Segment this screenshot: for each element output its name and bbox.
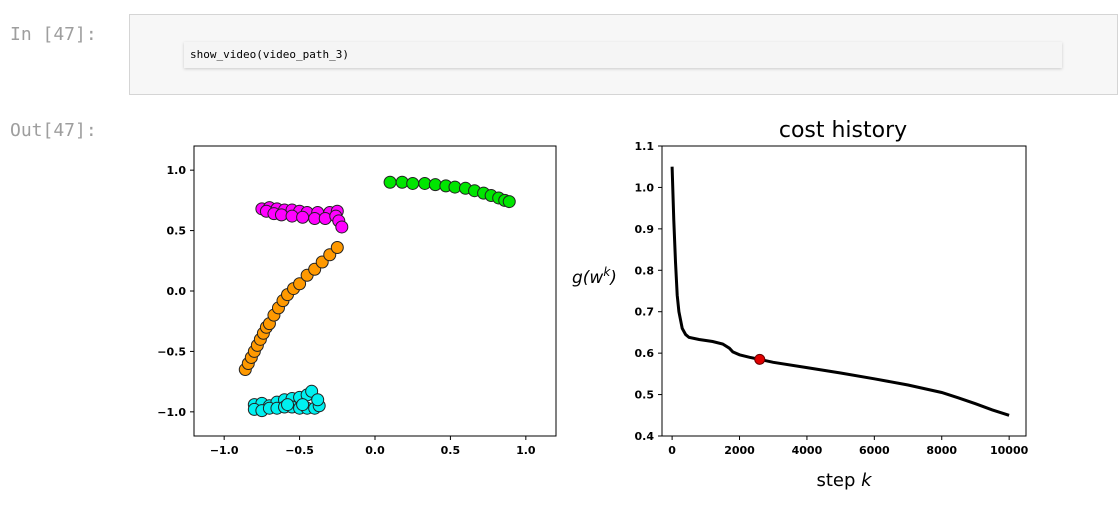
scatter-point bbox=[406, 176, 420, 190]
output-figure: −1.0 −0.5 0.0 0.5 1.0 −1.0 −0.5 0.0 0.5 1.0 cost … bbox=[157, 118, 1029, 491]
code-editor-line[interactable]: show_video(video_path_3) bbox=[184, 42, 1062, 68]
x-tick-label: 6000 bbox=[859, 444, 890, 457]
scatter-points bbox=[238, 175, 516, 418]
cost-plot-frame bbox=[661, 145, 1027, 437]
x-tick-label: −1.0 bbox=[210, 444, 239, 457]
y-tick-label: 0.4 bbox=[635, 430, 655, 443]
scatter-plot: −1.0 −0.5 0.0 0.5 1.0 −1.0 −0.5 0.0 0.5 1.0 bbox=[157, 145, 557, 457]
y-tick-label: 0.5 bbox=[167, 225, 187, 238]
x-tick-label: 10000 bbox=[990, 444, 1029, 457]
x-tick-label: 1.0 bbox=[516, 444, 536, 457]
scatter-point bbox=[318, 212, 332, 225]
y-tick-label: 1.0 bbox=[167, 164, 187, 177]
scatter-point bbox=[383, 175, 397, 189]
scatter-point bbox=[293, 277, 307, 291]
cost-curve bbox=[670, 166, 1010, 417]
y-tick-label: 0.9 bbox=[635, 223, 655, 236]
current-step-marker bbox=[754, 353, 766, 365]
y-tick-label: 0.8 bbox=[635, 264, 655, 277]
scatter-point bbox=[335, 220, 349, 234]
y-tick-label: −0.5 bbox=[157, 345, 186, 358]
y-axis-label: g(wk) bbox=[572, 265, 617, 288]
x-tick-label: 0 bbox=[668, 444, 676, 457]
y-tick-label: 0.7 bbox=[635, 306, 655, 319]
scatter-point bbox=[311, 393, 325, 407]
x-tick-label: 0.5 bbox=[441, 444, 461, 457]
y-tick-label: 0.5 bbox=[635, 389, 655, 402]
scatter-point bbox=[296, 398, 310, 412]
x-tick-label: 4000 bbox=[792, 444, 823, 457]
y-tick-label: 0.0 bbox=[167, 285, 187, 298]
x-tick-label: 8000 bbox=[926, 444, 957, 457]
x-tick-label: 2000 bbox=[724, 444, 755, 457]
cost-history-plot: cost history 0 2000 4000 6000 8000 10000 0.4 0.… bbox=[572, 118, 1029, 491]
input-prompt: In [47]: bbox=[10, 24, 97, 45]
y-tick-label: −1.0 bbox=[157, 406, 186, 419]
scatter-plot-frame bbox=[193, 145, 557, 437]
scatter-point bbox=[281, 398, 295, 412]
y-tick-label: 0.6 bbox=[635, 347, 655, 360]
scatter-point bbox=[330, 241, 344, 254]
output-area: −1.0 −0.5 0.0 0.5 1.0 −1.0 −0.5 0.0 0.5 1.0 cost … bbox=[129, 100, 1118, 506]
scatter-point bbox=[296, 210, 310, 224]
scatter-tick-labels: −1.0 −0.5 0.0 0.5 1.0 −1.0 −0.5 0.0 0.5 1.0 bbox=[157, 164, 536, 457]
cost-tick-labels: 0 2000 4000 6000 8000 10000 0.4 0.5 0.6 0.7 0.8 0.9… bbox=[635, 140, 1029, 457]
scatter-point bbox=[502, 195, 516, 209]
x-tick-label: 0.0 bbox=[365, 444, 385, 457]
output-prompt: Out[47]: bbox=[10, 120, 97, 141]
chart-title: cost history bbox=[779, 118, 907, 143]
y-tick-label: 1.0 bbox=[635, 181, 655, 194]
x-axis-label: step k bbox=[816, 470, 873, 491]
x-tick-label: −0.5 bbox=[285, 444, 314, 457]
y-tick-label: 1.1 bbox=[635, 140, 655, 153]
